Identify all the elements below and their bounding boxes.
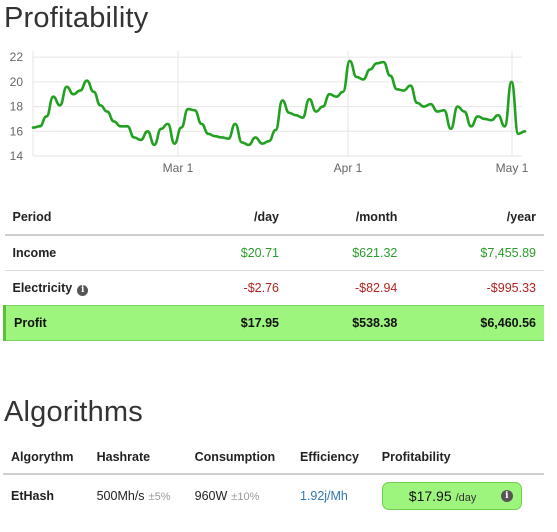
profit-month: $538.38	[287, 305, 406, 341]
info-icon[interactable]: i	[500, 490, 513, 502]
profit-year: $6,460.56	[405, 305, 544, 341]
profitability-cell: $17.95/day i	[374, 474, 544, 517]
algorithms-table: Algorythm Hashrate Consumption Efficienc…	[3, 441, 544, 517]
income-label: Income	[4, 234, 183, 271]
algorithm-row: EtHash 500Mh/s ±5% 960W ±10% 1.92j/Mh $17.…	[3, 474, 544, 517]
consumption-tolerance: ±10%	[231, 491, 260, 503]
profit-row: Profit $17.95 $538.38 $6,460.56	[3, 305, 544, 341]
hashrate-tolerance: ±5%	[148, 491, 171, 503]
profit-label: Profit	[3, 305, 183, 341]
month-header: /month	[355, 210, 398, 224]
electricity-label-cell: Electricity i	[4, 270, 183, 306]
income-month: $621.32	[287, 234, 406, 271]
period-header: Period	[12, 210, 52, 224]
consumption-cell: 960W ±10%	[187, 474, 292, 517]
period-header-row: Period /day /month /year	[4, 200, 544, 235]
electricity-day: -$2.76	[182, 270, 287, 306]
info-icon[interactable]: i	[77, 284, 89, 296]
year-header: /year	[506, 210, 536, 224]
profit-day: $17.95	[182, 305, 287, 341]
profitability-badge[interactable]: $17.95/day i	[381, 482, 522, 510]
consumption-header: Consumption	[194, 450, 276, 464]
profitability-title: Profitability	[4, 2, 149, 34]
algorithms-title: Algorithms	[4, 396, 143, 428]
consumption-value: 960W	[194, 489, 228, 503]
algorithm-header: Algorythm	[11, 450, 74, 464]
income-day: $20.71	[182, 234, 287, 271]
x-tick-label: Apr 1	[334, 161, 363, 175]
profitability-unit: /day	[455, 492, 477, 504]
day-header: /day	[253, 210, 279, 224]
hashrate-cell: 500Mh/s ±5%	[89, 474, 187, 517]
profitability-chart: 22 20 18 16 14 Mar 1 Apr 1 May 1	[10, 50, 529, 175]
y-tick-label: 14	[10, 149, 24, 163]
algorithms-header-row: Algorythm Hashrate Consumption Efficienc…	[3, 441, 544, 474]
x-tick-label: Mar 1	[163, 161, 194, 175]
period-table: Period /day /month /year Income $20.71 $…	[3, 200, 544, 341]
y-tick-label: 16	[10, 124, 24, 138]
algorithm-name: EtHash	[11, 489, 55, 503]
hashrate-value: 500Mh/s	[96, 489, 145, 503]
series-line	[31, 59, 527, 147]
income-row: Income $20.71 $621.32 $7,455.89	[4, 234, 544, 271]
efficiency-header: Efficiency	[299, 450, 359, 464]
profitability-header: Profitability	[381, 450, 451, 464]
profitability-amount: $17.95/day	[393, 488, 477, 504]
electricity-year: -$995.33	[405, 270, 544, 306]
y-tick-label: 20	[10, 75, 24, 89]
efficiency-value: 1.92j/Mh	[299, 489, 348, 503]
electricity-row: Electricity i -$2.76 -$82.94 -$995.33	[4, 270, 544, 306]
hashrate-header: Hashrate	[96, 450, 151, 464]
electricity-month: -$82.94	[287, 270, 406, 306]
x-tick-label: May 1	[496, 161, 529, 175]
y-tick-label: 18	[10, 100, 24, 114]
electricity-label: Electricity	[12, 280, 73, 295]
income-year: $7,455.89	[405, 234, 544, 271]
profitability-value: $17.95	[408, 488, 452, 504]
y-tick-label: 22	[10, 50, 24, 64]
